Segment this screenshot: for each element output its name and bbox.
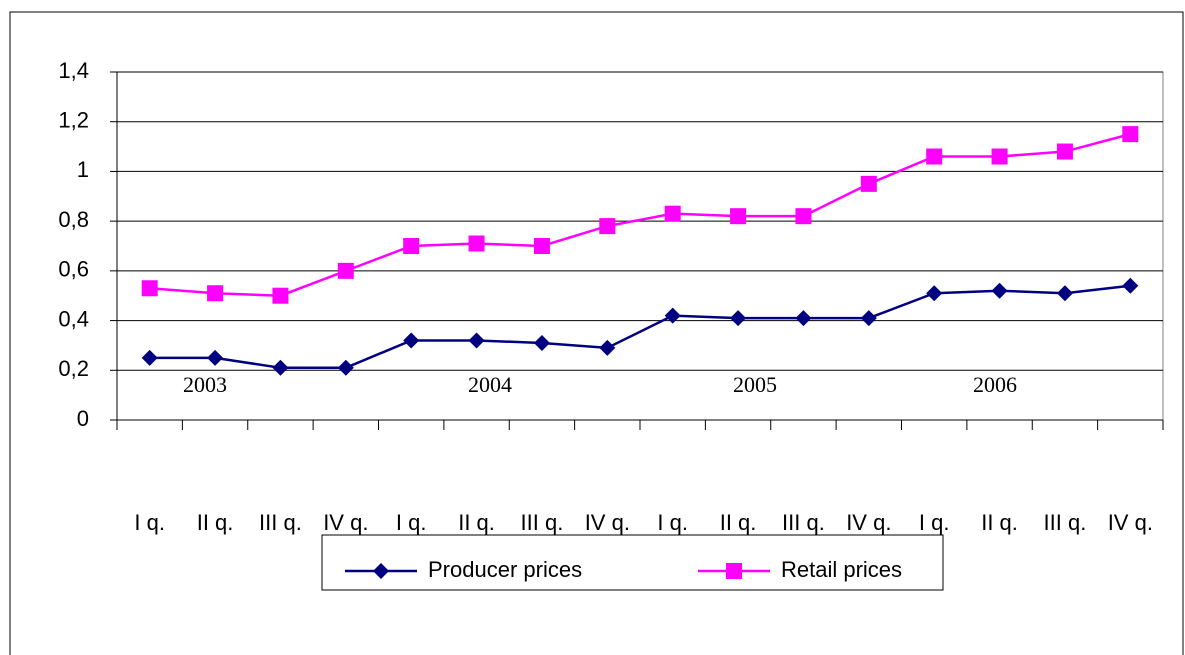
x-tick-label: III q.	[782, 510, 825, 535]
x-tick-label: IV q.	[846, 510, 891, 535]
data-point	[337, 262, 354, 279]
data-point	[207, 285, 224, 302]
legend-marker	[726, 563, 742, 579]
data-point	[403, 238, 420, 254]
series-line	[149, 284, 1131, 370]
y-tick-label: 1,4	[58, 58, 89, 83]
data-point	[664, 307, 681, 324]
data-point	[1056, 285, 1073, 302]
data-point	[664, 205, 681, 222]
x-tick-label: IV q.	[323, 510, 368, 535]
x-tick-label: III q.	[521, 510, 564, 535]
y-tick-label: 0,4	[58, 306, 89, 331]
data-point	[403, 332, 420, 349]
data-point	[533, 238, 550, 254]
x-tick-label: I q.	[396, 510, 427, 535]
y-tick-label: 0,8	[58, 207, 89, 232]
annotation: 2003	[183, 372, 227, 397]
legend-marker	[373, 563, 389, 579]
legend-label: Retail prices	[781, 557, 902, 582]
data-point	[141, 349, 158, 366]
data-point	[926, 285, 943, 302]
x-tick-label: II q.	[720, 510, 757, 535]
y-tick-label: 1	[77, 157, 89, 182]
y-tick-label: 1,2	[58, 108, 89, 133]
data-point	[207, 349, 224, 366]
data-point	[1122, 126, 1139, 143]
x-tick-label: I q.	[919, 510, 950, 535]
x-tick-label: III q.	[1044, 510, 1087, 535]
x-tick-label: II q.	[197, 510, 234, 535]
legend-label: Producer prices	[428, 557, 582, 582]
data-point	[468, 332, 485, 349]
chart-border	[9, 11, 1184, 655]
x-tick-label: II q.	[981, 510, 1018, 535]
y-tick-label: 0	[77, 406, 89, 431]
data-point	[795, 310, 812, 327]
annotation: 2006	[973, 372, 1017, 397]
series-line	[149, 132, 1131, 297]
x-tick-label: II q.	[458, 510, 495, 535]
data-point	[730, 208, 747, 225]
data-point	[599, 218, 616, 235]
y-tick-label: 0,2	[58, 356, 89, 381]
data-point	[730, 310, 747, 327]
data-point	[599, 339, 616, 356]
data-point	[141, 280, 158, 297]
y-tick-label: 0,6	[58, 257, 89, 282]
annotation: 2005	[733, 372, 777, 397]
x-tick-label: III q.	[259, 510, 302, 535]
x-tick-label: I q.	[134, 510, 165, 535]
data-point	[468, 235, 485, 252]
data-point	[991, 148, 1008, 165]
data-point	[991, 282, 1008, 299]
data-point	[533, 334, 550, 351]
data-point	[272, 287, 289, 304]
data-point	[272, 359, 289, 376]
data-point	[1056, 143, 1073, 160]
data-point	[337, 359, 354, 376]
x-tick-label: I q.	[657, 510, 688, 535]
annotation: 2004	[468, 372, 512, 397]
data-point	[860, 310, 877, 327]
data-point	[795, 208, 812, 225]
data-point	[860, 175, 877, 192]
data-point	[1122, 277, 1139, 294]
data-point	[926, 148, 943, 165]
legend-box	[321, 534, 944, 591]
x-tick-label: IV q.	[585, 510, 630, 535]
x-tick-label: IV q.	[1108, 510, 1153, 535]
